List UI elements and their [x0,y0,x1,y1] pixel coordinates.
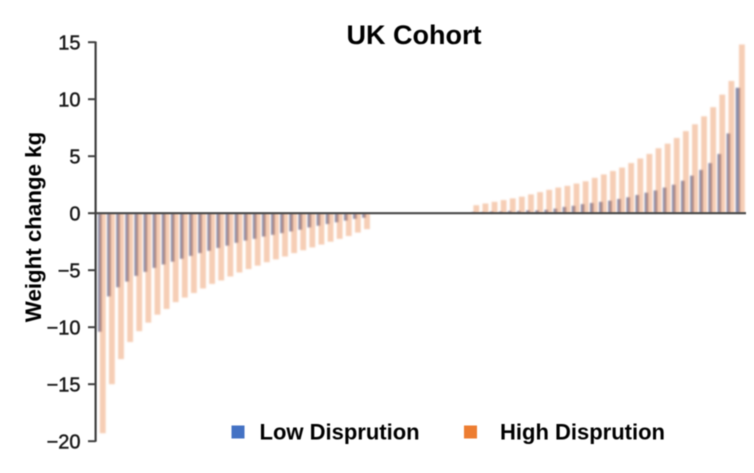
svg-text:10: 10 [58,90,80,112]
svg-text:Low Disprution: Low Disprution [260,420,420,445]
svg-text:5: 5 [69,147,80,169]
svg-text:High Disprution: High Disprution [500,420,665,445]
svg-text:Weight change kg: Weight change kg [21,132,46,322]
svg-text:−5: −5 [58,261,81,283]
svg-text:−20: −20 [47,432,81,454]
svg-text:15: 15 [58,33,80,55]
svg-text:−15: −15 [47,375,81,397]
svg-text:UK Cohort: UK Cohort [347,20,482,50]
svg-text:0: 0 [69,204,80,226]
svg-text:−10: −10 [47,318,81,340]
